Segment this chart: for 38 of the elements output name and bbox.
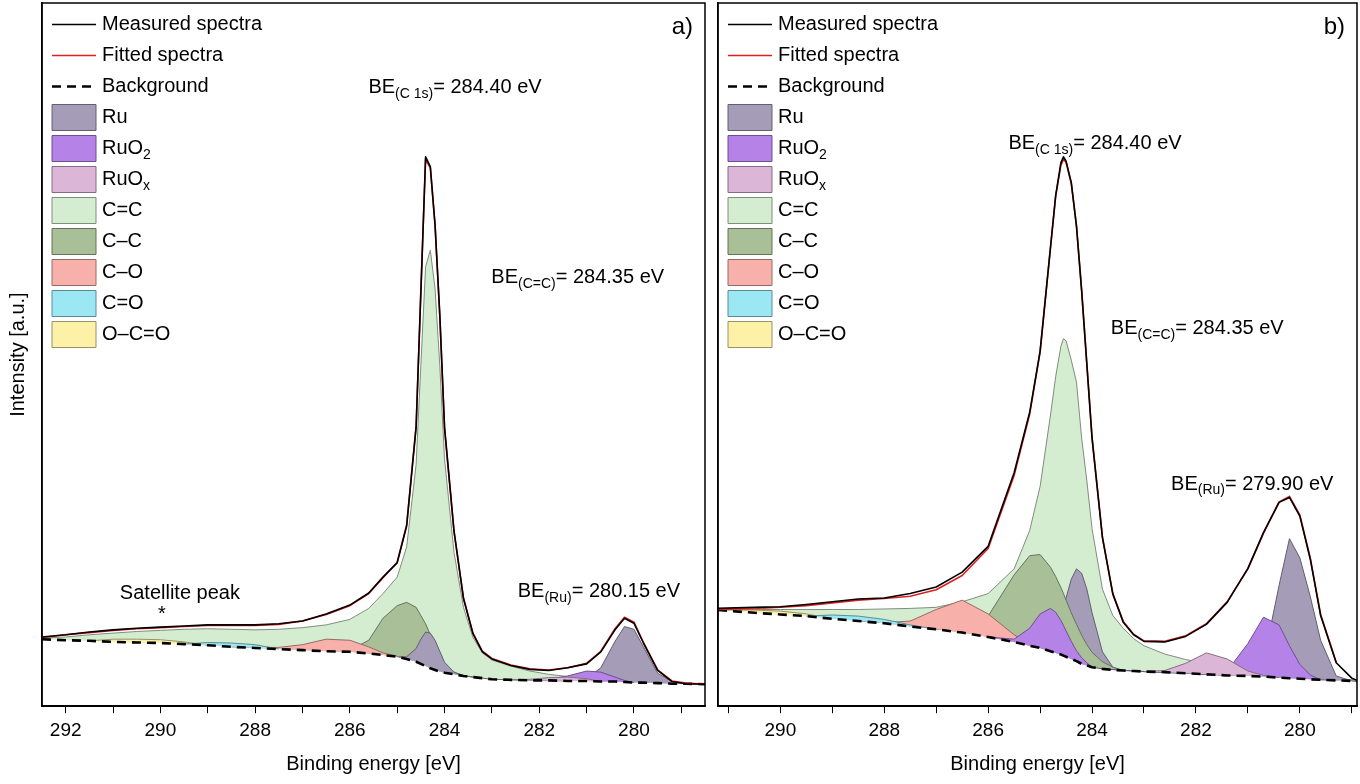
legend-label: Ru	[778, 105, 804, 128]
annotation: *	[158, 602, 167, 625]
x-tick-label: 284	[1076, 718, 1109, 740]
x-tick-label: 282	[523, 718, 556, 740]
legend-label: C–C	[102, 229, 143, 252]
x-tick-label: 286	[333, 718, 366, 740]
text: b)	[1323, 11, 1345, 39]
y-axis-title: Intensity [a.u.]	[5, 292, 28, 417]
x-tick-label: 280	[1284, 718, 1316, 740]
legend-label: C=O	[102, 291, 144, 314]
legend-label: Fitted spectra	[102, 43, 225, 66]
x-tick-label: 288	[868, 718, 901, 740]
legend-label: O–C=O	[102, 322, 171, 345]
x-tick-label: 292	[49, 718, 82, 740]
legend-label: Measured spectra	[778, 12, 939, 35]
legend-label: C–C	[778, 229, 819, 252]
legend-label: C–O	[102, 260, 144, 283]
legend-label: Background	[102, 74, 209, 97]
legend-label: C=O	[778, 291, 820, 314]
x-tick-label: 284	[428, 718, 461, 740]
legend-label: Fitted spectra	[778, 43, 901, 66]
legend-label: C=C	[778, 198, 819, 221]
x-tick-label: 290	[144, 718, 177, 740]
x-tick-label: 290	[764, 718, 797, 740]
x-tick-label: 280	[618, 718, 650, 740]
annotation: Satellite peak	[119, 581, 241, 604]
x-tick-label: 288	[239, 718, 271, 740]
x-axis-title: Binding energy [eV]	[286, 751, 461, 774]
legend-label: O–C=O	[778, 322, 847, 345]
x-tick-label: 282	[1180, 718, 1212, 740]
text: a)	[671, 11, 693, 39]
x-axis-title: Binding energy [eV]	[950, 751, 1125, 774]
legend-label: C–O	[778, 260, 820, 283]
legend-label: C=C	[102, 198, 143, 221]
legend-label: Ru	[102, 105, 128, 128]
legend-label: Background	[778, 74, 885, 97]
x-tick-label: 286	[972, 718, 1004, 740]
legend-label: Measured spectra	[102, 12, 263, 35]
